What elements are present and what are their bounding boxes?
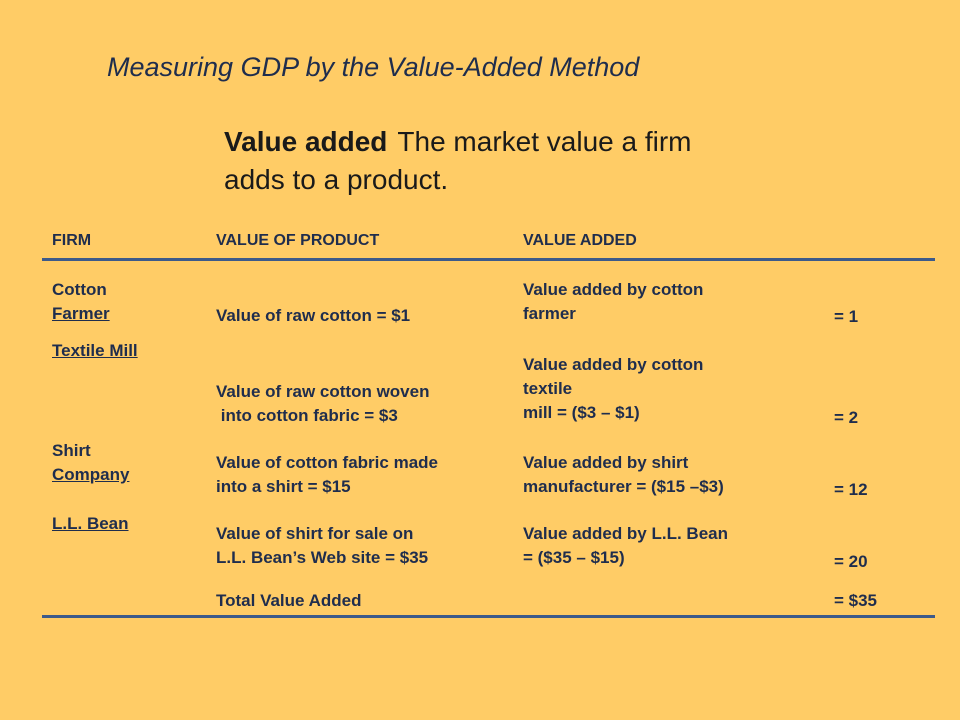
- added-line: Value added by shirt: [523, 453, 689, 472]
- product-line: Value of shirt for sale on: [216, 524, 414, 543]
- added-shirt-company: Value added by shirt manufacturer = ($15…: [523, 451, 724, 499]
- definition-text: The market value a firm adds to a produc…: [224, 126, 692, 195]
- added-line: Value added by L.L. Bean: [523, 524, 728, 543]
- header-value-of-product: VALUE OF PRODUCT: [216, 232, 380, 249]
- bottom-rule: [42, 615, 935, 618]
- firm-ll-bean: L.L. Bean: [52, 512, 129, 536]
- product-line: Value of raw cotton woven: [216, 382, 430, 401]
- product-line: Value of raw cotton = $1: [216, 306, 411, 325]
- amount-shirt-company: = 12: [834, 480, 868, 499]
- slide-title: Measuring GDP by the Value-Added Method: [107, 52, 640, 82]
- product-ll-bean: Value of shirt for sale on L.L. Bean’s W…: [216, 522, 428, 570]
- firm-shirt-company: Shirt Company: [52, 439, 129, 487]
- added-line: Value added by cotton: [523, 280, 704, 299]
- header-rule: [42, 258, 935, 261]
- firm-cotton-farmer: Cotton Farmer: [52, 278, 110, 326]
- product-shirt-company: Value of cotton fabric made into a shirt…: [216, 451, 438, 499]
- firm-name-line: Textile Mill: [52, 341, 138, 360]
- product-cotton-farmer: Value of raw cotton = $1: [216, 304, 410, 328]
- firm-name-line: Company: [52, 465, 130, 484]
- definition-term: Value added: [224, 126, 388, 157]
- amount-ll-bean: = 20: [834, 552, 868, 571]
- header-value-added: VALUE ADDED: [523, 232, 637, 249]
- firm-name-line: Shirt: [52, 441, 91, 460]
- added-textile-mill: Value added by cotton textile mill = ($3…: [523, 353, 703, 425]
- added-line: textile: [523, 379, 573, 398]
- product-line: into a shirt = $15: [216, 477, 351, 496]
- header-firm: FIRM: [52, 232, 92, 249]
- added-cotton-farmer: Value added by cotton farmer: [523, 278, 703, 326]
- amount-cotton-farmer: = 1: [834, 307, 859, 326]
- product-line: Value of cotton fabric made: [216, 453, 438, 472]
- added-line: manufacturer = ($15 –$3): [523, 477, 724, 496]
- firm-name-line: Cotton: [52, 280, 107, 299]
- table-header: FIRM VALUE OF PRODUCT VALUE ADDED: [0, 232, 960, 256]
- firm-textile-mill: Textile Mill: [52, 339, 138, 363]
- added-line: mill = ($3 – $1): [523, 403, 640, 422]
- added-ll-bean: Value added by L.L. Bean = ($35 – $15): [523, 522, 728, 570]
- definition-block: Value added The market value a firm adds …: [224, 123, 744, 199]
- product-textile-mill: Value of raw cotton woven into cotton fa…: [216, 380, 429, 428]
- total-amount: = $35: [834, 591, 878, 610]
- added-line: farmer: [523, 304, 576, 323]
- added-line: = ($35 – $15): [523, 548, 625, 567]
- added-line: Value added by cotton: [523, 355, 704, 374]
- firm-name-line: Farmer: [52, 304, 110, 323]
- total-label: Total Value Added: [216, 591, 362, 610]
- firm-name-line: L.L. Bean: [52, 514, 129, 533]
- product-line: L.L. Bean’s Web site = $35: [216, 548, 429, 567]
- amount-textile-mill: = 2: [834, 408, 859, 427]
- product-line: into cotton fabric = $3: [216, 406, 398, 425]
